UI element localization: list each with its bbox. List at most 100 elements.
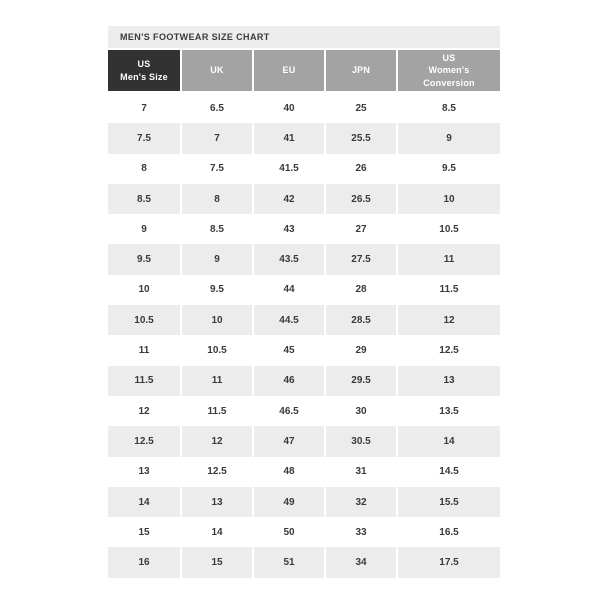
table-cell: 12	[398, 305, 500, 336]
table-cell: 28.5	[326, 305, 396, 336]
table-cell: 27	[326, 214, 396, 245]
table-cell: 8.5	[108, 183, 180, 215]
header-cell-us-mens-size: US Men's Size	[108, 50, 180, 91]
table-cell: 28	[326, 274, 396, 306]
table-cell: 29.5	[326, 365, 396, 396]
table-cell: 11.5	[182, 395, 252, 427]
table-row: 16 15 51 34 17.5	[108, 547, 500, 578]
table-cell: 12.5	[182, 456, 252, 487]
table-cell: 49	[254, 486, 324, 518]
table-cell: 46	[254, 365, 324, 396]
table-cell: 9	[398, 123, 500, 154]
table-row: 9 8.5 43 27 10.5	[108, 214, 500, 245]
table-cell: 13	[398, 365, 500, 396]
table-cell: 51	[254, 547, 324, 578]
table-cell: 44	[254, 274, 324, 306]
table-cell: 11	[108, 335, 180, 366]
table-cell: 7.5	[182, 153, 252, 184]
table-cell: 11	[182, 365, 252, 396]
table-row: 10 9.5 44 28 11.5	[108, 274, 500, 306]
table-cell: 12.5	[108, 426, 180, 457]
table-cell: 8.5	[182, 214, 252, 245]
table-row: 10.5 10 44.5 28.5 12	[108, 305, 500, 336]
table-cell: 12	[108, 395, 180, 427]
table-cell: 15	[108, 517, 180, 548]
table-cell: 13	[108, 456, 180, 487]
table-row: 7 6.5 40 25 8.5	[108, 93, 500, 124]
header-cell-jpn: JPN	[326, 50, 396, 91]
table-cell: 15.5	[398, 486, 500, 518]
table-header-row: US Men's Size UK EU JPN US Women's Conve…	[108, 50, 500, 91]
table-cell: 9	[108, 214, 180, 245]
table-cell: 16.5	[398, 517, 500, 548]
table-cell: 9.5	[398, 153, 500, 184]
table-row: 12.5 12 47 30.5 14	[108, 426, 500, 457]
table-cell: 11	[398, 244, 500, 275]
table-cell: 29	[326, 335, 396, 366]
table-cell: 14.5	[398, 456, 500, 487]
table-cell: 43.5	[254, 244, 324, 275]
table-cell: 25.5	[326, 123, 396, 154]
table-cell: 17.5	[398, 547, 500, 578]
table-cell: 43	[254, 214, 324, 245]
table-cell: 14	[108, 486, 180, 518]
table-cell: 11.5	[398, 274, 500, 306]
chart-title: MEN'S FOOTWEAR SIZE CHART	[108, 26, 500, 48]
table-cell: 13	[182, 486, 252, 518]
table-cell: 10	[398, 183, 500, 215]
table-cell: 7	[108, 93, 180, 124]
table-row: 11.5 11 46 29.5 13	[108, 365, 500, 396]
table-cell: 14	[398, 426, 500, 457]
table-cell: 42	[254, 183, 324, 215]
table-cell: 26.5	[326, 183, 396, 215]
table-cell: 10.5	[182, 335, 252, 366]
table-cell: 27.5	[326, 244, 396, 275]
table-cell: 14	[182, 517, 252, 548]
table-cell: 8.5	[398, 93, 500, 124]
table-cell: 30.5	[326, 426, 396, 457]
table-cell: 48	[254, 456, 324, 487]
table-cell: 50	[254, 517, 324, 548]
table-row: 12 11.5 46.5 30 13.5	[108, 395, 500, 427]
table-cell: 6.5	[182, 93, 252, 124]
table-cell: 13.5	[398, 395, 500, 427]
table-cell: 8	[182, 183, 252, 215]
table-cell: 9.5	[108, 244, 180, 275]
table-cell: 7	[182, 123, 252, 154]
table-cell: 7.5	[108, 123, 180, 154]
table-cell: 44.5	[254, 305, 324, 336]
table-cell: 31	[326, 456, 396, 487]
table-cell: 46.5	[254, 395, 324, 427]
table-cell: 41.5	[254, 153, 324, 184]
table-cell: 12	[182, 426, 252, 457]
table-cell: 10.5	[108, 305, 180, 336]
table-row: 9.5 9 43.5 27.5 11	[108, 244, 500, 275]
table-cell: 9.5	[182, 274, 252, 306]
table-cell: 40	[254, 93, 324, 124]
table-cell: 16	[108, 547, 180, 578]
table-row: 15 14 50 33 16.5	[108, 517, 500, 548]
table-cell: 47	[254, 426, 324, 457]
table-cell: 25	[326, 93, 396, 124]
table-row: 14 13 49 32 15.5	[108, 486, 500, 518]
table-row: 8.5 8 42 26.5 10	[108, 183, 500, 215]
table-cell: 34	[326, 547, 396, 578]
table-row: 11 10.5 45 29 12.5	[108, 335, 500, 366]
table-body: 7 6.5 40 25 8.5 7.5 7 41 25.5 9 8 7.5 41.5 26 9.5 8.5 8 4…	[108, 93, 500, 578]
table-cell: 10	[108, 274, 180, 306]
table-cell: 26	[326, 153, 396, 184]
size-chart-table: MEN'S FOOTWEAR SIZE CHART US Men's Size …	[108, 26, 500, 578]
header-cell-us-womens-conversion: US Women's Conversion	[398, 50, 500, 91]
table-cell: 15	[182, 547, 252, 578]
table-row: 7.5 7 41 25.5 9	[108, 123, 500, 154]
table-cell: 12.5	[398, 335, 500, 366]
table-row: 13 12.5 48 31 14.5	[108, 456, 500, 487]
table-cell: 9	[182, 244, 252, 275]
table-cell: 11.5	[108, 365, 180, 396]
table-row: 8 7.5 41.5 26 9.5	[108, 153, 500, 184]
table-cell: 10.5	[398, 214, 500, 245]
table-cell: 33	[326, 517, 396, 548]
table-cell: 8	[108, 153, 180, 184]
table-cell: 30	[326, 395, 396, 427]
